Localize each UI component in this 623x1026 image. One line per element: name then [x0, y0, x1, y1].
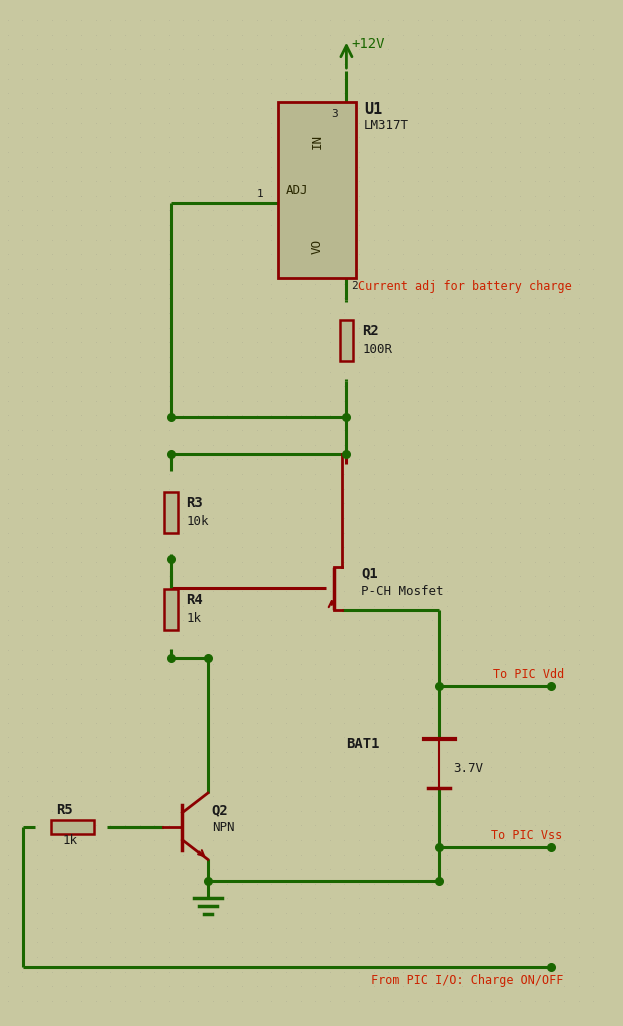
- Text: To PIC Vdd: To PIC Vdd: [493, 668, 564, 680]
- Text: VO: VO: [311, 239, 323, 253]
- Text: Current adj for battery charge: Current adj for battery charge: [358, 280, 572, 293]
- Text: 10k: 10k: [186, 515, 209, 527]
- Text: To PIC Vss: To PIC Vss: [491, 829, 562, 841]
- Text: 1: 1: [257, 189, 264, 199]
- Text: IN: IN: [311, 133, 323, 149]
- Text: 100R: 100R: [362, 343, 392, 356]
- Text: Q2: Q2: [212, 803, 229, 818]
- Bar: [164, 589, 178, 630]
- Text: 1k: 1k: [62, 834, 77, 847]
- Text: Q1: Q1: [361, 566, 378, 581]
- Text: U1: U1: [364, 103, 383, 118]
- Bar: [340, 320, 353, 361]
- Text: ADJ: ADJ: [286, 184, 308, 197]
- Text: LM317T: LM317T: [364, 119, 409, 132]
- Text: P-CH Mosfet: P-CH Mosfet: [361, 585, 444, 597]
- Text: 1k: 1k: [186, 611, 201, 625]
- Text: R4: R4: [186, 593, 203, 606]
- Text: From PIC I/O: Charge ON/OFF: From PIC I/O: Charge ON/OFF: [371, 974, 563, 987]
- Text: R3: R3: [186, 496, 203, 510]
- Bar: [278, 103, 356, 278]
- Text: R2: R2: [362, 324, 379, 338]
- Text: 3: 3: [331, 109, 338, 119]
- Bar: [164, 492, 178, 532]
- Text: +12V: +12V: [351, 37, 385, 50]
- Text: 3.7V: 3.7V: [453, 762, 483, 776]
- Text: NPN: NPN: [212, 821, 234, 834]
- Bar: [50, 821, 93, 834]
- Text: 2: 2: [351, 281, 358, 290]
- Text: BAT1: BAT1: [346, 738, 380, 751]
- Text: R5: R5: [57, 802, 74, 817]
